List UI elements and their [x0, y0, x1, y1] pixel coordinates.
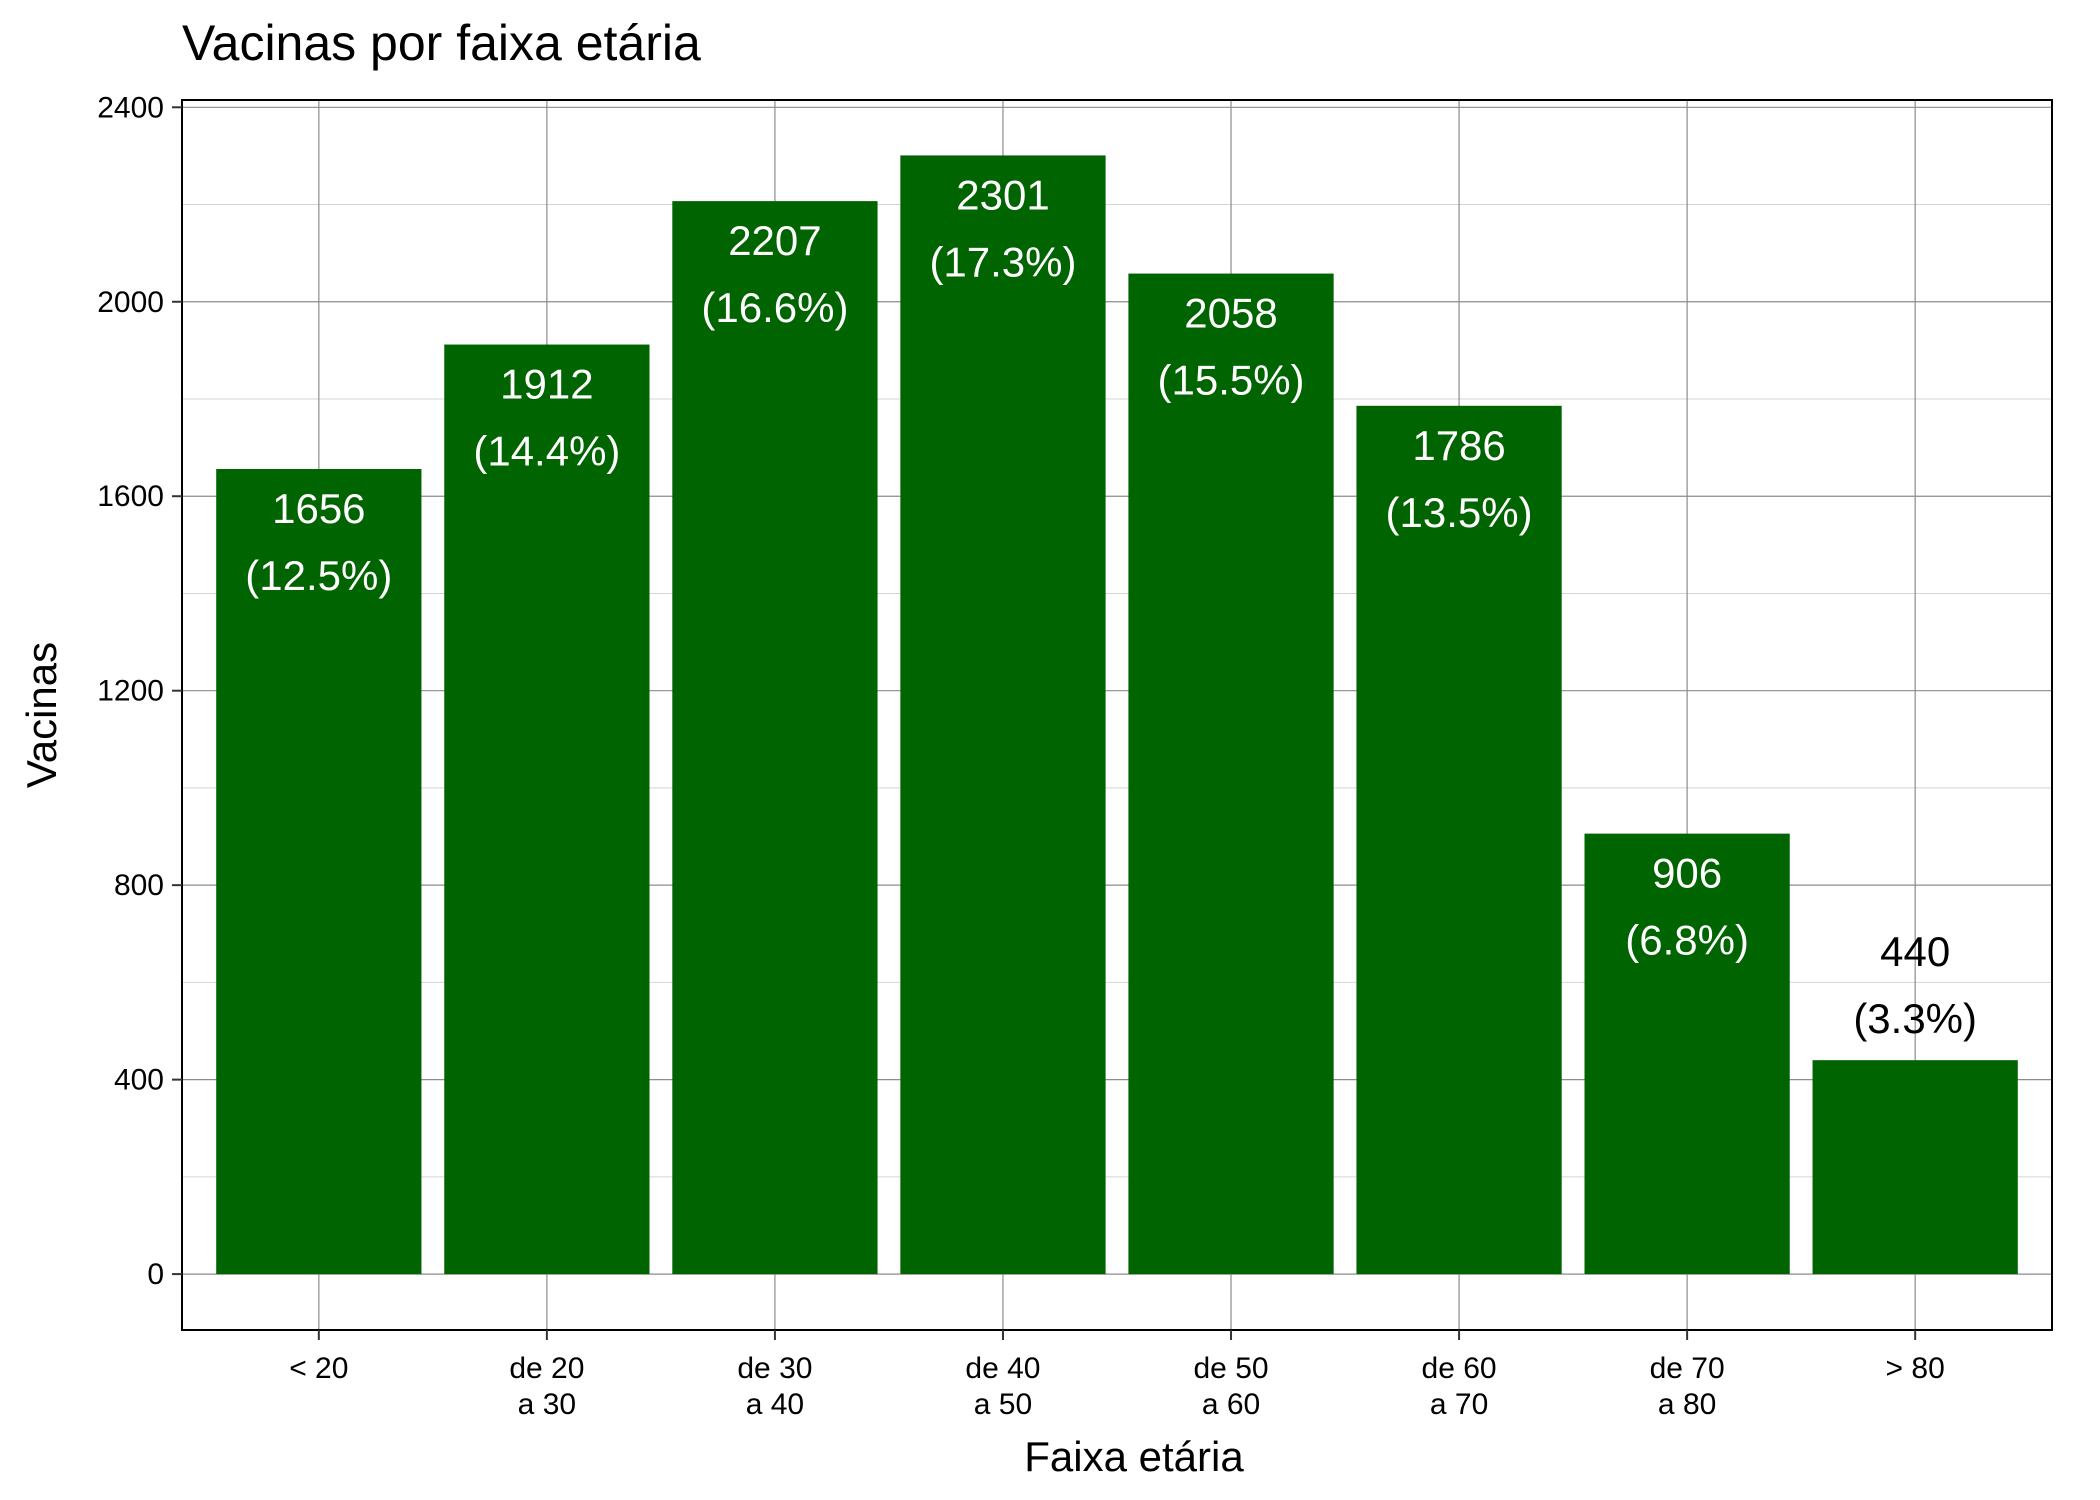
- x-tick-label: > 80: [1886, 1352, 1945, 1385]
- chart-title: Vacinas por faixa etária: [182, 15, 701, 71]
- bar: [444, 344, 650, 1275]
- bar-percent-label: (17.3%): [929, 238, 1076, 285]
- bar-percent-label: (3.3%): [1853, 995, 1977, 1042]
- x-tick-label: < 20: [289, 1352, 348, 1385]
- bar: [1584, 833, 1790, 1275]
- y-tick-label: 2000: [97, 286, 164, 319]
- bar-percent-label: (6.8%): [1625, 917, 1749, 964]
- y-tick-label: 800: [114, 869, 164, 902]
- bar-value-label: 2301: [956, 171, 1049, 218]
- y-tick-label: 1600: [97, 480, 164, 513]
- bar-percent-label: (13.5%): [1386, 489, 1533, 536]
- y-tick-label: 0: [147, 1258, 164, 1291]
- bar-value-label: 906: [1652, 850, 1722, 897]
- x-axis-title: Faixa etária: [1024, 1433, 1244, 1480]
- x-tick-label: de 30 a 40: [737, 1352, 812, 1421]
- x-tick-label: de 50 a 60: [1193, 1352, 1268, 1421]
- y-tick-label: 400: [114, 1064, 164, 1097]
- bar-percent-label: (16.6%): [701, 284, 848, 331]
- plot-panel-border: [181, 99, 2053, 1331]
- bar-value-label: 1786: [1412, 422, 1505, 469]
- y-axis: 0 400 800 1200 1600 2000 2400: [97, 91, 182, 1291]
- bar: [1128, 273, 1334, 1275]
- y-axis-title: Vacinas: [18, 642, 65, 788]
- bar-percent-label: (15.5%): [1157, 357, 1304, 404]
- bar-percent-label: (14.4%): [473, 428, 620, 475]
- bars: [216, 155, 2018, 1275]
- bar-value-label: 440: [1880, 928, 1950, 975]
- x-axis: < 20 de 20 a 30 de 30 a 40 de 40 a 50 de 50 a 60…: [289, 1330, 1945, 1421]
- bar: [216, 469, 422, 1275]
- y-tick-label: 1200: [97, 675, 164, 708]
- x-tick-label: de 70 a 80: [1650, 1352, 1725, 1421]
- bar-value-label: 2207: [728, 217, 821, 264]
- bar-value-label: 1656: [272, 485, 365, 532]
- bar-labels: 1656 (12.5%) 1912 (14.4%) 2207 (16.6%) 2301 (17…: [245, 171, 1977, 1042]
- bar-percent-label: (12.5%): [245, 552, 392, 599]
- bar: [900, 155, 1106, 1275]
- x-tick-label: de 20 a 30: [509, 1352, 584, 1421]
- bar: [672, 201, 878, 1275]
- x-tick-label: de 60 a 70: [1422, 1352, 1497, 1421]
- bar-value-label: 2058: [1184, 290, 1277, 337]
- x-tick-label: de 40 a 50: [965, 1352, 1040, 1421]
- bar: [1812, 1060, 2018, 1275]
- bar-value-label: 1912: [500, 361, 593, 408]
- bar: [1356, 405, 1562, 1275]
- y-tick-label: 2400: [97, 91, 164, 124]
